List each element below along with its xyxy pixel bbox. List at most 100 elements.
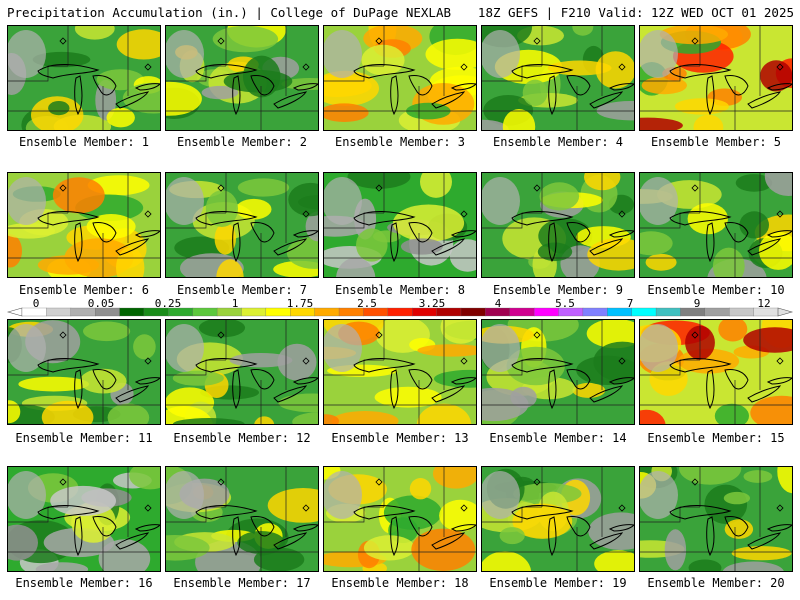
ensemble-panel [481,172,635,278]
ensemble-panel [165,466,319,572]
ensemble-panel [639,319,793,425]
map-panel [482,320,635,425]
precip-contour [410,478,431,499]
ensemble-panel [323,319,477,425]
map-panel [324,26,477,131]
member-label: Ensemble Member: 18 [321,576,479,590]
precip-contour [18,377,89,392]
legend-tick-label: 5.5 [555,297,575,310]
legend-swatch [120,308,145,316]
map-panel [324,320,477,425]
member-label: Ensemble Member: 5 [637,135,795,149]
precip-contour [238,178,289,196]
precip-contour [500,527,525,544]
legend-tick-label: 12 [757,297,770,310]
map-panel [8,173,161,278]
legend-tick-label: 2.5 [357,297,377,310]
ensemble-panel [481,25,635,131]
ensemble-panel [165,25,319,131]
legend-tick-label: 0 [33,297,40,310]
precip-contour [540,182,580,210]
precip-contour [361,45,404,76]
member-label: Ensemble Member: 17 [163,576,321,590]
map-panel [8,320,161,425]
member-label: Ensemble Member: 1 [5,135,163,149]
legend-swatch [461,308,486,316]
precip-contour [206,190,238,227]
member-label: Ensemble Member: 7 [163,283,321,297]
ensemble-panel [639,172,793,278]
precip-contour [744,470,773,483]
ensemble-panel [7,172,161,278]
member-label: Ensemble Member: 10 [637,283,795,297]
ensemble-panel [323,466,477,572]
precip-contour [356,228,388,261]
legend-tick-label: 1 [232,297,239,310]
legend-arrow-right [778,308,792,316]
member-label: Ensemble Member: 9 [479,283,637,297]
precip-contour [50,486,116,516]
ensemble-panel [639,466,793,572]
map-panel [482,26,635,131]
legend-tick-label: 3.25 [419,297,446,310]
ensemble-panel [323,172,477,278]
member-label: Ensemble Member: 19 [479,576,637,590]
precip-contour [364,535,415,560]
member-label: Ensemble Member: 6 [5,283,163,297]
map-panel [482,173,635,278]
member-label: Ensemble Member: 4 [479,135,637,149]
legend-tick-label: 1.75 [287,297,314,310]
member-label: Ensemble Member: 16 [5,576,163,590]
color-scale-legend [0,296,800,318]
map-panel [324,467,477,572]
precip-contour [53,177,105,213]
legend-tick-label: 0.05 [88,297,115,310]
map-panel [166,173,319,278]
legend-swatch [46,308,71,316]
member-label: Ensemble Member: 14 [479,431,637,445]
legend-swatch [510,308,535,316]
map-panel [8,26,161,131]
map-panel [166,467,319,572]
ensemble-panel [7,319,161,425]
map-panel [640,467,793,572]
ensemble-panel [165,172,319,278]
precip-contour [133,334,156,359]
legend-tick-label: 7 [627,297,634,310]
member-label: Ensemble Member: 20 [637,576,795,590]
legend-swatch [632,308,657,316]
legend-tick-label: 0.25 [155,297,182,310]
precip-contour [375,387,442,408]
legend-swatch [193,308,218,316]
map-panel [640,320,793,425]
precip-contour [739,211,769,238]
ensemble-panel [7,25,161,131]
member-label: Ensemble Member: 2 [163,135,321,149]
map-panel [166,26,319,131]
map-panel [8,467,161,572]
precip-contour [523,80,548,106]
precip-contour [384,495,442,529]
member-label: Ensemble Member: 3 [321,135,479,149]
legend-tick-label: 9 [694,297,701,310]
precip-contour [83,322,130,342]
ensemble-panel [323,25,477,131]
legend-swatch [656,308,681,316]
legend-swatch [241,308,266,316]
precip-contour [646,254,677,271]
legend-swatch [729,308,754,316]
precip-contour [724,492,750,504]
map-panel [166,320,319,425]
legend-swatch [388,308,413,316]
precip-contour [665,529,686,570]
precip-contour [48,101,69,115]
legend-swatch [583,308,608,316]
map-panel [640,173,793,278]
header-title: Precipitation Accumulation (in.) | Colle… [7,5,451,20]
member-label: Ensemble Member: 8 [321,283,479,297]
ensemble-panel [639,25,793,131]
map-panel [482,467,635,572]
ensemble-panel [481,466,635,572]
member-label: Ensemble Member: 12 [163,431,321,445]
precip-contour [173,371,224,386]
